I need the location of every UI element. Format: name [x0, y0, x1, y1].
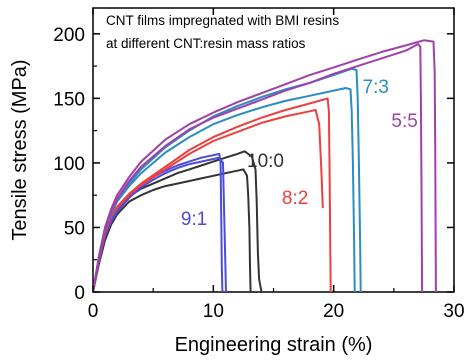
x-axis-title: Engineering strain (%)	[175, 334, 373, 356]
series-curves	[92, 39, 437, 293]
annotation-line-1: CNT films impregnated with BMI resins	[106, 13, 339, 28]
y-tick-label-200: 200	[53, 25, 85, 46]
series-10-0-curve-2	[92, 150, 263, 293]
series-5-5-curve-1	[92, 43, 424, 293]
series-7-3-curve-2	[92, 67, 362, 293]
x-tick-label-10: 10	[203, 301, 224, 322]
x-tick-label-30: 30	[443, 301, 464, 322]
series-label-10-0: 10:0	[247, 151, 284, 172]
x-tick-label-20: 20	[323, 301, 344, 322]
series-10-0-curve-1	[92, 168, 252, 293]
series-5-5-curve-2	[92, 39, 437, 293]
series-label-5-5: 5:5	[391, 111, 417, 132]
series-9-1-curve-2	[92, 156, 227, 293]
series-label-7-3: 7:3	[363, 77, 389, 98]
y-tick-label-0: 0	[74, 283, 85, 304]
series-label-8-2: 8:2	[282, 188, 308, 209]
y-axis-title: Tensile stress (MPa)	[9, 59, 31, 240]
axis-ticks: 0 10 20 30 0 50 100 150 200	[53, 8, 465, 322]
y-tick-label-100: 100	[53, 154, 85, 175]
y-tick-label-150: 150	[53, 89, 85, 110]
series-labels: 10:0 9:1 8:2 7:35:5	[181, 77, 418, 230]
series-label-9-1: 9:1	[181, 209, 207, 230]
y-tick-label-50: 50	[64, 218, 85, 239]
x-tick-label-0: 0	[88, 301, 99, 322]
annotation-box: CNT films impregnated with BMI resins at…	[106, 13, 339, 51]
annotation-line-2: at different CNT:resin mass ratios	[106, 36, 306, 51]
